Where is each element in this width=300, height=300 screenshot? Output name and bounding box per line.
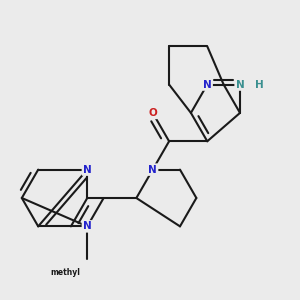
- Text: O: O: [148, 108, 157, 118]
- Text: N: N: [236, 80, 244, 89]
- Text: N: N: [203, 80, 212, 89]
- Text: H: H: [255, 80, 263, 89]
- Text: N: N: [83, 221, 92, 231]
- Text: N: N: [148, 165, 157, 175]
- Text: methyl: methyl: [50, 268, 80, 277]
- Text: N: N: [83, 165, 92, 175]
